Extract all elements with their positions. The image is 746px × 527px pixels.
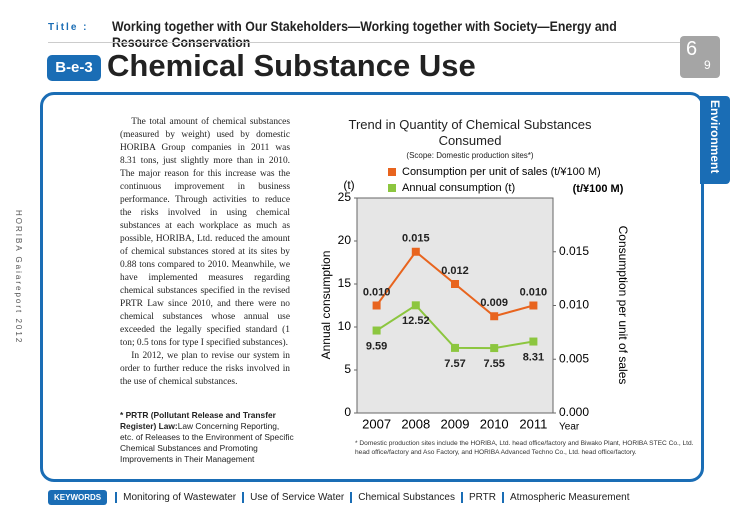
section-code: B-e-3 <box>47 55 101 81</box>
data-label: 12.52 <box>402 315 430 327</box>
y-tick-label: 25 <box>338 190 352 204</box>
chart-note: * Domestic production sites include the … <box>355 440 694 456</box>
legend-marker <box>388 168 396 176</box>
y-tick-label: 10 <box>338 319 352 333</box>
point-marker <box>529 301 538 310</box>
point-marker <box>411 301 420 310</box>
y-unit: (t) <box>343 178 354 192</box>
data-label: 8.31 <box>523 351 544 363</box>
data-label: 0.010 <box>520 286 548 298</box>
keywords: KEYWORDS Monitoring of Wastewater Use of … <box>48 488 636 506</box>
content-frame <box>40 92 704 482</box>
side-tab: Environment <box>700 96 730 184</box>
point-marker <box>372 326 381 335</box>
point-marker <box>411 247 420 256</box>
keywords-label: KEYWORDS <box>48 489 108 505</box>
y2-unit: (t/¥100 M) <box>573 183 624 195</box>
y2-tick-label: 0.000 <box>559 405 589 419</box>
keyword: Monitoring of Wastewater <box>115 491 242 503</box>
legend-label: Annual consumption (t) <box>402 182 515 194</box>
y2-tick-label: 0.010 <box>559 298 589 312</box>
y-tick-label: 5 <box>344 362 351 376</box>
point-marker <box>451 280 459 288</box>
legend-label: Consumption per unit of sales (t/¥100 M) <box>402 166 601 178</box>
legend-marker <box>388 184 396 192</box>
y-tick-label: 15 <box>338 276 352 290</box>
total-pages: 9 <box>704 58 711 72</box>
x-tick-label: 2007 <box>362 416 391 431</box>
keyword: Use of Service Water <box>242 491 350 503</box>
y-tick-label: 0 <box>344 405 351 419</box>
note: * PRTR (Pollutant Release and Transfer R… <box>120 410 295 465</box>
data-label: 7.57 <box>444 358 465 370</box>
y2-tick-label: 0.005 <box>559 351 589 365</box>
x-tick-label: 2010 <box>480 416 509 431</box>
keyword: Atmospheric Measurement <box>502 491 636 503</box>
heading: Chemical Substance Use <box>107 48 476 83</box>
y-axis-label: Annual consumption <box>319 251 333 360</box>
data-label: 0.010 <box>363 286 391 298</box>
note-term: * PRTR (Pollutant Release and Transfer R… <box>120 410 276 431</box>
plot-area <box>356 197 554 414</box>
paragraph: The total amount of chemical substances … <box>120 117 290 348</box>
keyword: PRTR <box>460 491 502 503</box>
point-marker <box>372 301 381 310</box>
paragraph: In 2012, we plan to revise our system in… <box>120 351 290 387</box>
data-label: 0.009 <box>480 297 508 309</box>
x-axis-label: Year <box>559 422 580 433</box>
body-text: The total amount of chemical substances … <box>120 116 290 389</box>
point-marker <box>529 337 538 346</box>
point-marker <box>451 343 459 352</box>
x-tick-label: 2009 <box>441 416 470 431</box>
data-label: 0.012 <box>441 265 469 277</box>
data-label: 7.55 <box>483 358 504 370</box>
chart-subtitle: (Scope: Domestic production sites*) <box>406 151 534 160</box>
page-badge: 6 9 <box>680 36 720 78</box>
keyword: Chemical Substances <box>350 491 461 503</box>
data-label: 0.015 <box>402 233 430 245</box>
chart-title: Trend in Quantity of Chemical Substances… <box>348 117 592 148</box>
x-tick-label: 2008 <box>401 416 430 431</box>
data-label: 9.59 <box>366 340 387 352</box>
y2-tick-label: 0.015 <box>559 244 589 258</box>
point-marker <box>490 312 499 321</box>
y-tick-label: 20 <box>338 233 352 247</box>
page-number: 6 <box>686 38 698 60</box>
rule <box>48 42 698 43</box>
title-label: Title : <box>48 22 89 33</box>
y2-axis-label: Consumption per unit of sales <box>616 226 630 385</box>
point-marker <box>490 344 499 353</box>
x-tick-label: 2011 <box>519 416 547 431</box>
note-text: Law Concerning Reporting, etc. of Releas… <box>120 421 294 464</box>
